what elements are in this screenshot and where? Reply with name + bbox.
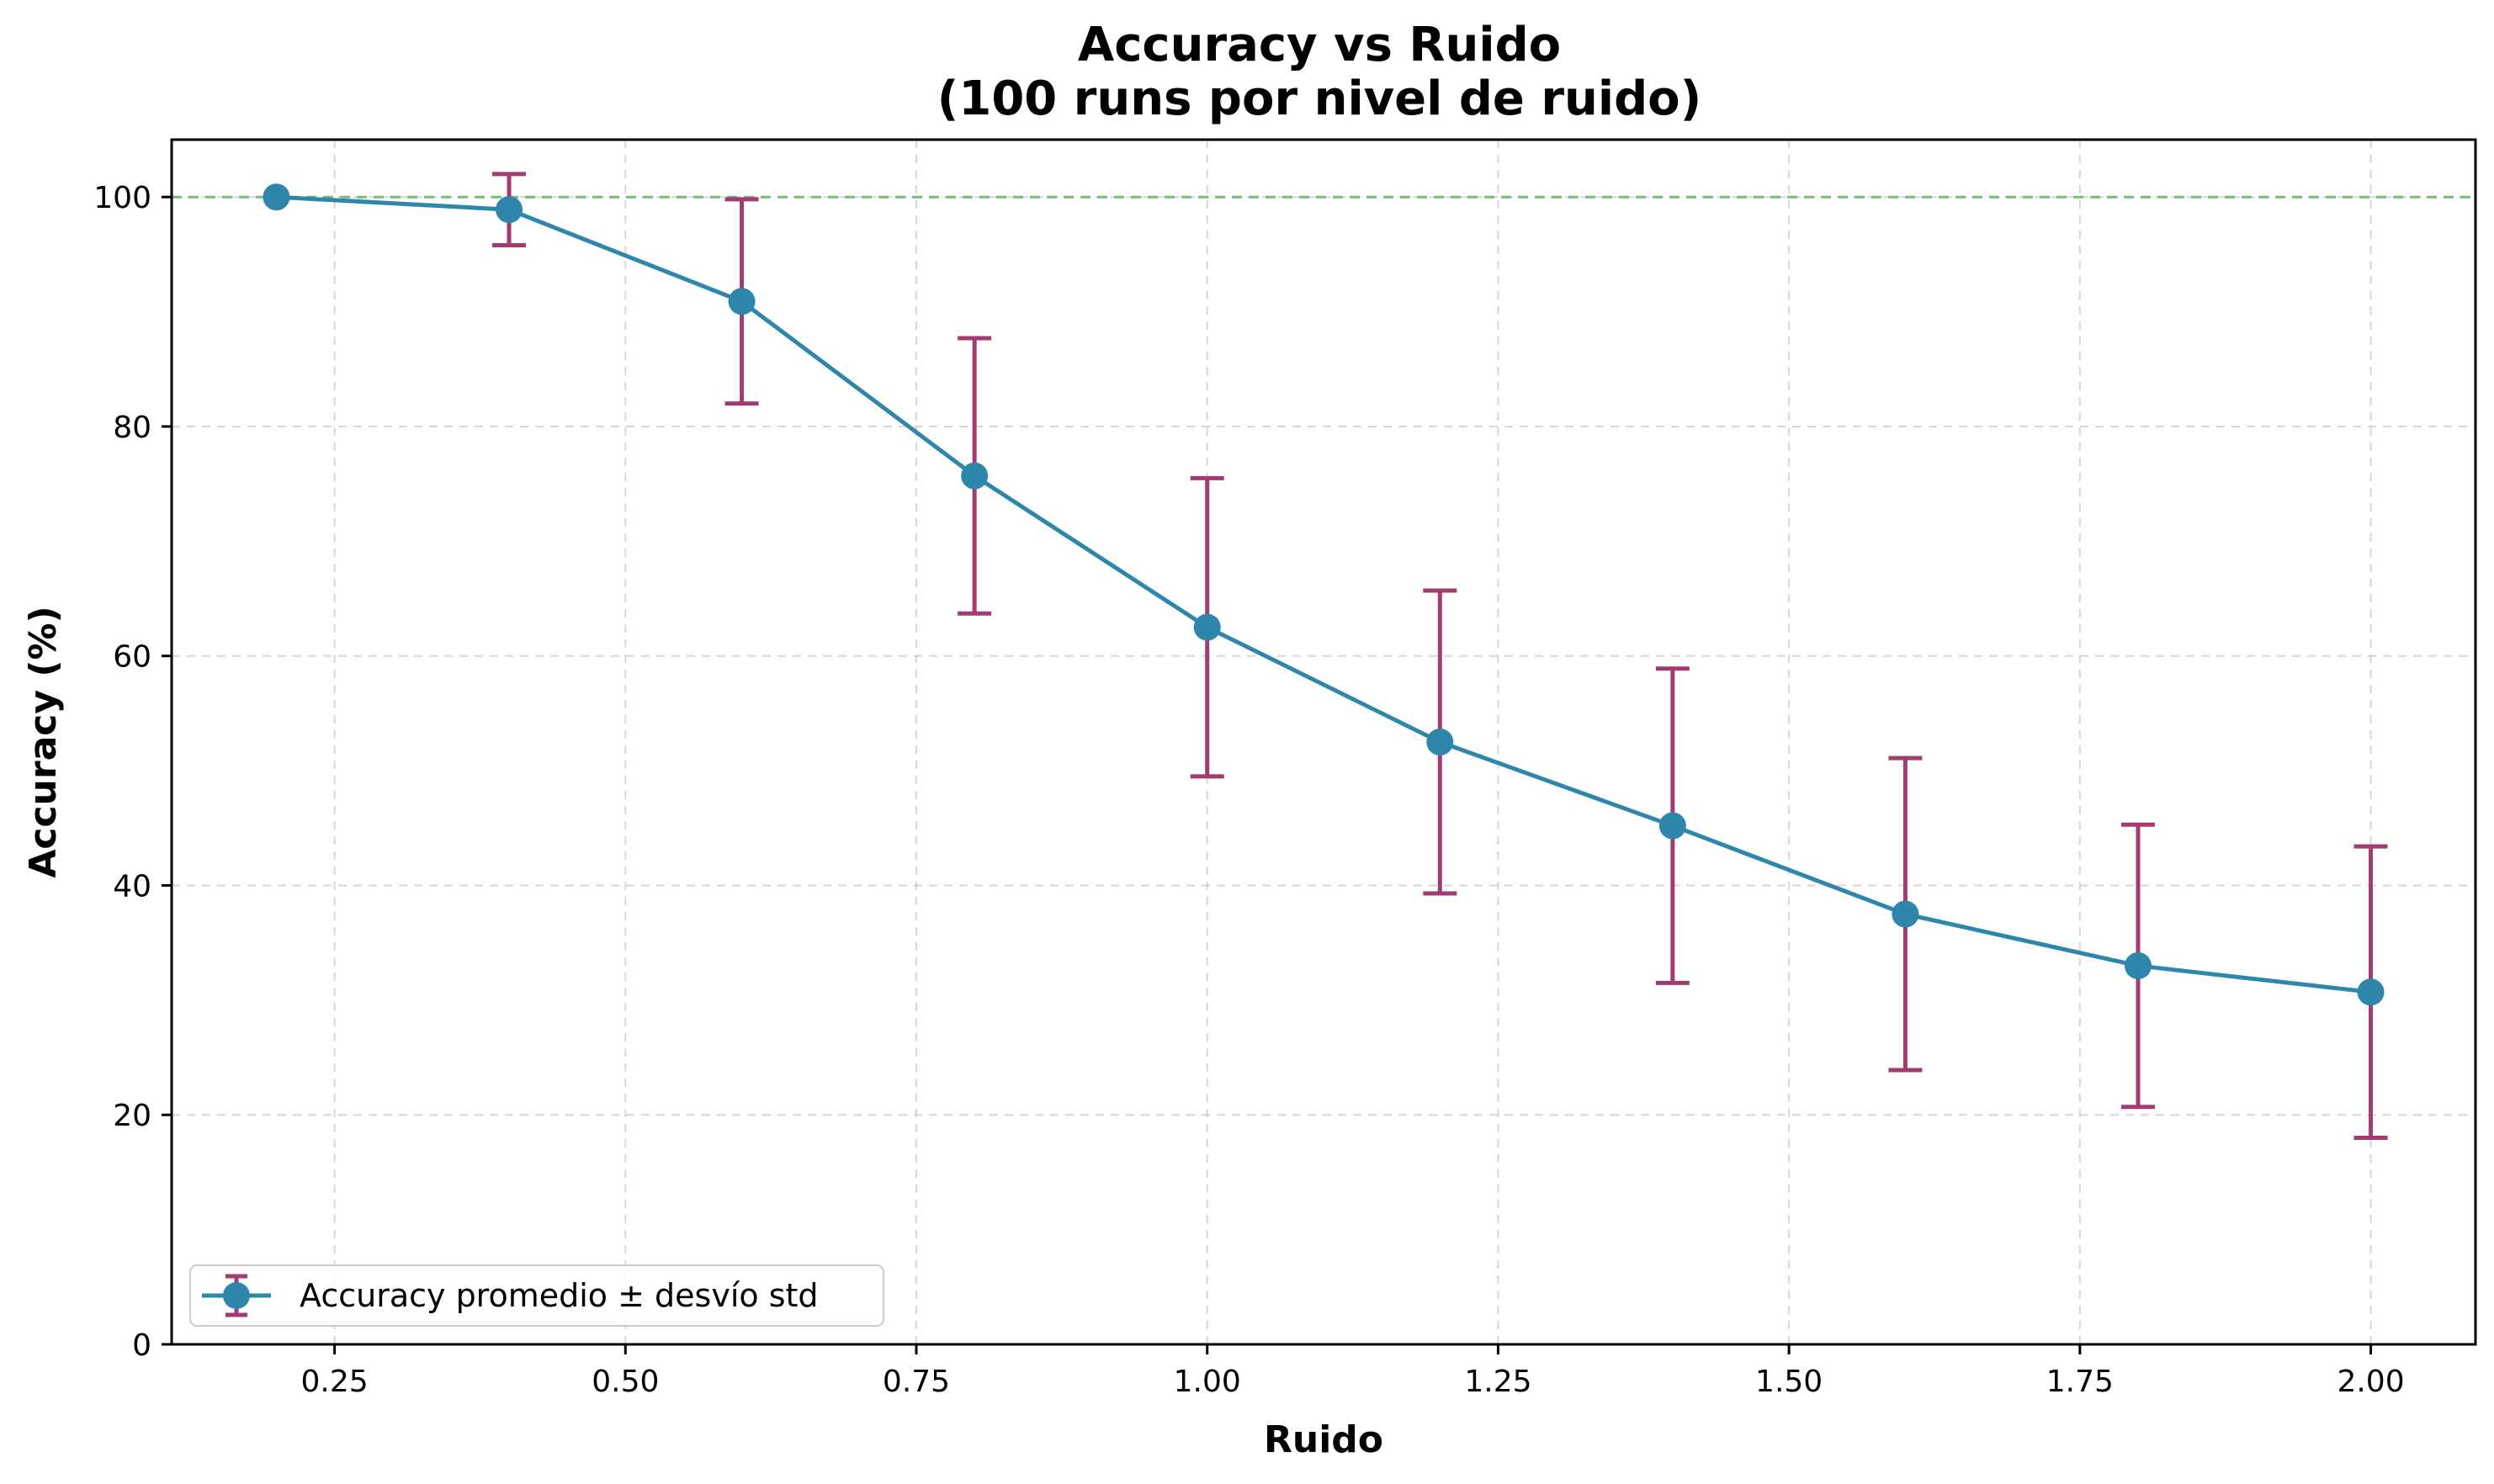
data-point bbox=[728, 288, 756, 315]
data-point bbox=[496, 196, 523, 224]
data-point bbox=[1892, 900, 1919, 928]
y-tick-label: 80 bbox=[113, 411, 151, 445]
x-tick-label: 1.50 bbox=[1755, 1365, 1823, 1399]
data-point bbox=[2357, 978, 2385, 1006]
y-axis-ticks: 0 20 40 60 80 100 bbox=[93, 181, 172, 1363]
legend-box bbox=[189, 1264, 884, 1327]
series-line bbox=[276, 194, 2371, 994]
data-point bbox=[2124, 951, 2152, 979]
y-tick-label: 20 bbox=[113, 1099, 151, 1133]
legend-marker-swatch bbox=[223, 1282, 250, 1309]
y-tick-label: 100 bbox=[93, 181, 151, 215]
x-axis-label: Ruido bbox=[1264, 1418, 1383, 1461]
x-tick-label: 1.75 bbox=[2046, 1365, 2114, 1399]
x-tick-label: 0.50 bbox=[592, 1365, 659, 1399]
data-point bbox=[1426, 729, 1454, 755]
series-group bbox=[263, 183, 2385, 1006]
x-tick-label: 0.25 bbox=[301, 1365, 369, 1399]
plot-area-frame bbox=[170, 138, 2477, 1346]
y-tick-label: 60 bbox=[113, 640, 151, 675]
x-axis-ticks: 0.25 0.50 0.75 1.00 1.25 1.50 1.75 2.00 bbox=[301, 1344, 2405, 1399]
data-point bbox=[263, 183, 290, 211]
x-tick-label: 2.00 bbox=[2337, 1365, 2404, 1399]
chart-title: Accuracy vs Ruido bbox=[1078, 18, 1561, 72]
legend: Accuracy promedio ± desvío std bbox=[189, 1264, 884, 1327]
data-point bbox=[1193, 613, 1221, 641]
data-point bbox=[1658, 812, 1686, 840]
data-point bbox=[961, 462, 989, 490]
y-tick-label: 40 bbox=[113, 869, 151, 904]
y-axis-label: Accuracy (%) bbox=[22, 606, 65, 877]
chart-subtitle: (100 runs por nivel de ruido) bbox=[937, 72, 1701, 126]
x-tick-label: 1.00 bbox=[1174, 1365, 1241, 1399]
y-tick-label: 0 bbox=[132, 1328, 151, 1363]
x-tick-label: 0.75 bbox=[883, 1365, 950, 1399]
x-tick-label: 1.25 bbox=[1464, 1365, 1531, 1399]
legend-label: Accuracy promedio ± desvío std bbox=[300, 1277, 819, 1314]
